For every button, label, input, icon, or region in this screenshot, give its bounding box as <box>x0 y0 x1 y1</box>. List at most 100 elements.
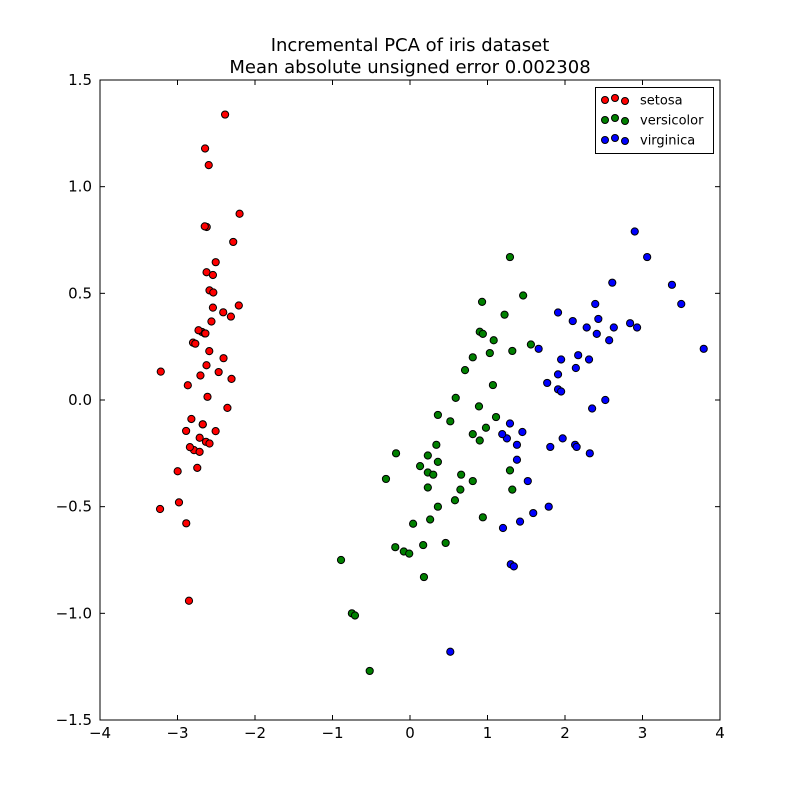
point-versicolor <box>405 549 414 558</box>
point-virginica <box>553 370 563 379</box>
point-setosa <box>205 347 214 356</box>
point-virginica <box>534 344 543 353</box>
point-setosa <box>229 237 238 247</box>
point-versicolor <box>478 513 487 522</box>
point-versicolor <box>468 430 477 439</box>
point-setosa <box>198 420 207 429</box>
legend-label: versicolor <box>640 114 704 129</box>
point-setosa <box>200 144 210 153</box>
legend-item-setosa: setosa <box>601 94 683 109</box>
legend-marker <box>601 116 609 124</box>
point-versicolor <box>505 466 515 475</box>
x-tick-label: 3 <box>638 724 648 742</box>
point-setosa <box>203 392 212 401</box>
legend-marker <box>611 114 619 122</box>
point-versicolor <box>429 470 438 479</box>
point-virginica <box>498 430 507 439</box>
point-virginica <box>509 562 518 571</box>
point-virginica <box>571 363 580 373</box>
legend-marker <box>621 97 629 105</box>
point-virginica <box>584 355 594 364</box>
point-virginica <box>667 280 677 289</box>
point-virginica <box>605 336 614 345</box>
point-virginica <box>699 344 708 353</box>
point-versicolor <box>457 470 466 479</box>
point-virginica <box>523 476 532 486</box>
point-versicolor <box>391 543 400 552</box>
point-virginica <box>582 323 591 332</box>
point-virginica <box>572 442 581 452</box>
point-virginica <box>594 314 603 324</box>
x-tick-label: −4 <box>89 724 111 742</box>
point-setosa <box>200 222 209 231</box>
point-versicolor <box>446 417 455 426</box>
chart-subtitle: Mean absolute unsigned error 0.002308 <box>229 57 590 78</box>
point-virginica <box>553 308 563 317</box>
y-tick-label: −0.5 <box>56 498 92 516</box>
point-setosa <box>196 371 205 380</box>
point-versicolor <box>468 353 477 362</box>
point-versicolor <box>474 402 484 411</box>
point-setosa <box>191 339 200 348</box>
point-setosa <box>187 414 196 424</box>
point-setosa <box>195 447 204 456</box>
point-virginica <box>529 508 538 518</box>
point-versicolor <box>508 485 517 494</box>
point-virginica <box>543 378 552 388</box>
point-versicolor <box>419 572 429 582</box>
point-setosa <box>226 312 235 321</box>
point-virginica <box>626 319 635 328</box>
plot-area-frame <box>99 79 721 721</box>
point-virginica <box>592 329 601 338</box>
point-setosa <box>208 270 218 280</box>
point-versicolor <box>468 476 477 486</box>
legend-label: virginica <box>640 134 695 149</box>
legend-label: setosa <box>640 94 683 109</box>
point-setosa <box>184 596 194 605</box>
point-versicolor <box>450 496 460 505</box>
x-tick-label: 0 <box>405 724 415 742</box>
legend-marker <box>601 136 609 144</box>
point-setosa <box>211 427 220 436</box>
point-setosa <box>201 329 210 338</box>
point-setosa <box>220 110 230 119</box>
point-versicolor <box>519 291 528 300</box>
point-versicolor <box>381 474 391 484</box>
point-virginica <box>558 434 567 443</box>
point-virginica <box>632 323 642 332</box>
point-versicolor <box>391 449 401 458</box>
x-tick-label: −2 <box>244 724 266 742</box>
point-virginica <box>518 427 527 437</box>
y-tick-label: 0.0 <box>68 391 92 409</box>
point-versicolor <box>415 462 425 471</box>
point-virginica <box>515 517 525 526</box>
point-versicolor <box>505 252 515 262</box>
legend-item-versicolor: versicolor <box>601 114 704 129</box>
point-setosa <box>182 426 191 436</box>
point-versicolor <box>489 336 498 345</box>
point-setosa <box>204 161 213 170</box>
point-versicolor <box>433 457 442 466</box>
legend-marker <box>611 134 619 142</box>
point-setosa <box>209 288 218 297</box>
point-setosa <box>174 498 184 507</box>
point-setosa <box>195 433 204 442</box>
point-setosa <box>219 354 228 363</box>
y-tick-label: 1.0 <box>68 178 92 196</box>
point-virginica <box>601 395 610 405</box>
point-versicolor <box>350 611 360 620</box>
point-virginica <box>609 323 618 332</box>
point-setosa <box>205 439 214 448</box>
point-versicolor <box>456 485 465 494</box>
point-setosa <box>182 519 191 528</box>
y-tick-label: −1.0 <box>56 604 92 622</box>
point-virginica <box>608 278 617 287</box>
point-virginica <box>512 440 522 449</box>
point-setosa <box>219 308 228 317</box>
x-tick-label: −1 <box>321 724 343 742</box>
axis-ticks: −4 −3 −2 −1 0 1 2 3 4 −1.5 −1.0 −0.5 0.0 0.5 1.0 1.5 <box>56 71 725 742</box>
legend-marker <box>611 94 619 102</box>
point-setosa <box>202 361 211 370</box>
point-versicolor <box>433 502 442 511</box>
point-setosa <box>156 367 165 376</box>
